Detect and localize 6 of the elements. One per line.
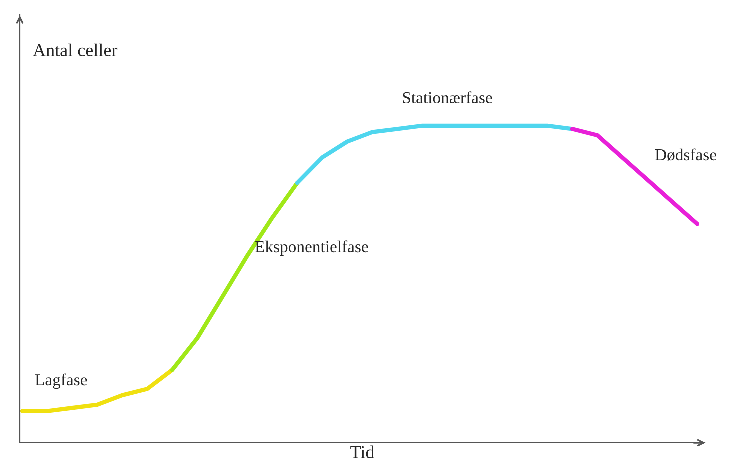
- y-axis-title: Antal celler: [33, 44, 118, 57]
- x-axis-title: Tid: [350, 446, 374, 458]
- series-label: Lagfase: [35, 374, 88, 390]
- series-label: Stationærfase: [403, 92, 492, 104]
- series-label: Dødsfase: [655, 148, 716, 162]
- series-label: Eksponentielfase: [255, 240, 368, 256]
